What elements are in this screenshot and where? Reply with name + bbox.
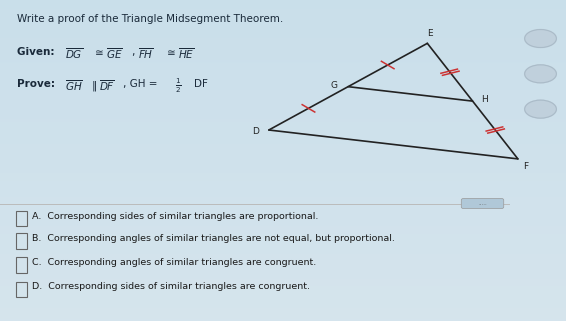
Text: D.  Corresponding sides of similar triangles are congruent.: D. Corresponding sides of similar triang… (32, 282, 310, 291)
Text: D: D (252, 127, 259, 136)
Text: $\cong$: $\cong$ (92, 47, 104, 56)
Text: , GH =: , GH = (123, 79, 158, 89)
Text: $\overline{GH}$: $\overline{GH}$ (65, 79, 83, 93)
FancyBboxPatch shape (461, 198, 504, 209)
Text: $\cong$: $\cong$ (164, 47, 176, 56)
Text: ,: , (131, 47, 135, 56)
Circle shape (525, 30, 556, 48)
Text: $\overline{GE}$: $\overline{GE}$ (106, 47, 122, 61)
Text: Write a proof of the Triangle Midsegment Theorem.: Write a proof of the Triangle Midsegment… (17, 14, 283, 24)
Text: $\overline{DG}$: $\overline{DG}$ (65, 47, 83, 61)
Text: $\overline{FH}$: $\overline{FH}$ (138, 47, 153, 61)
Text: .....: ..... (478, 201, 487, 206)
Text: DF: DF (194, 79, 208, 89)
Text: E: E (427, 29, 433, 38)
Text: C.  Corresponding angles of similar triangles are congruent.: C. Corresponding angles of similar trian… (32, 258, 316, 267)
Circle shape (525, 100, 556, 118)
Text: Given:: Given: (17, 47, 58, 56)
Circle shape (525, 65, 556, 83)
Text: Prove:: Prove: (17, 79, 59, 89)
Text: H: H (481, 95, 487, 104)
Text: $\overline{DF}$: $\overline{DF}$ (99, 79, 115, 93)
Text: $\overline{HE}$: $\overline{HE}$ (178, 47, 195, 61)
Text: F: F (523, 162, 528, 171)
Text: G: G (331, 81, 338, 90)
Text: B.  Corresponding angles of similar triangles are not equal, but proportional.: B. Corresponding angles of similar trian… (32, 234, 395, 243)
Text: $\|$: $\|$ (91, 79, 97, 93)
Text: $\frac{1}{2}$: $\frac{1}{2}$ (175, 77, 182, 95)
Text: A.  Corresponding sides of similar triangles are proportional.: A. Corresponding sides of similar triang… (32, 212, 319, 221)
